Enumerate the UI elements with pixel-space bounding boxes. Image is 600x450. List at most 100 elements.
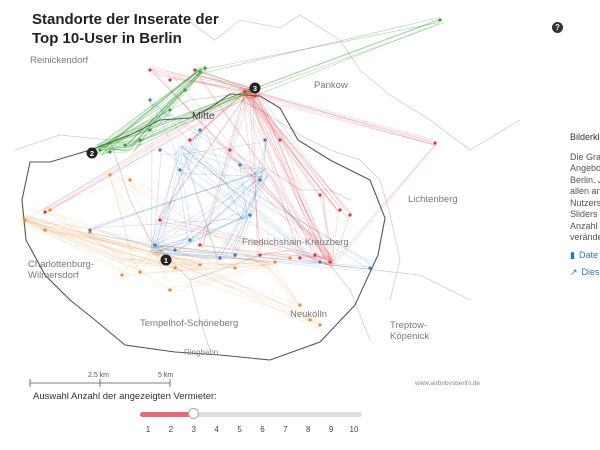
listing-point[interactable] (193, 68, 197, 72)
external-link[interactable]: ↗ Dies (570, 267, 600, 279)
listing-point[interactable] (173, 248, 177, 252)
data-link[interactable]: ▮ Date (570, 250, 600, 262)
listing-point[interactable] (178, 168, 182, 172)
side-panel-line: Nutzers (570, 197, 600, 208)
marker-1[interactable]: 1 (160, 254, 172, 266)
district-label-tempelhof: Tempelhof-Schöneberg (140, 318, 238, 329)
listing-point[interactable] (98, 148, 102, 152)
listing-point[interactable] (198, 243, 202, 247)
marker-2-label: 2 (90, 149, 94, 158)
listing-point[interactable] (173, 266, 177, 270)
listing-point[interactable] (203, 66, 207, 70)
listing-point[interactable] (298, 256, 302, 260)
listing-point[interactable] (138, 138, 142, 142)
listing-point[interactable] (328, 260, 332, 264)
ringbahn-label: Ringbahn (184, 348, 218, 357)
listing-point[interactable] (238, 163, 242, 167)
slider-ticks: 1 2 3 4 5 6 7 8 9 10 (140, 425, 362, 437)
district-label-lichtenberg: Lichtenberg (408, 194, 458, 205)
listing-point[interactable] (123, 143, 127, 147)
side-panel-line: Sliders i (570, 209, 600, 219)
external-link-label: Dies (581, 267, 600, 277)
ringbahn-line (21, 93, 386, 361)
listing-point[interactable] (278, 138, 282, 142)
listing-point[interactable] (168, 78, 172, 82)
slider-tick: 7 (283, 425, 288, 434)
listing-point[interactable] (218, 256, 222, 260)
side-panel-line: allen an (570, 186, 600, 196)
listing-point[interactable] (148, 68, 152, 72)
listing-point[interactable] (263, 138, 267, 142)
listing-point[interactable] (433, 141, 437, 145)
scale-label-a: 2.5 km (88, 372, 110, 379)
listing-point[interactable] (128, 178, 132, 182)
slider-tick: 3 (191, 425, 196, 434)
listing-point[interactable] (273, 260, 277, 264)
listing-point[interactable] (120, 273, 124, 277)
listing-point[interactable] (338, 208, 342, 212)
side-panel-line: Angebo (570, 163, 600, 173)
listing-point[interactable] (198, 263, 202, 267)
listing-point[interactable] (198, 128, 202, 132)
marker-3[interactable]: 3 (249, 82, 261, 94)
map-title-line-2: Top 10-User in Berlin (32, 30, 182, 47)
district-label-friedrichshain: Friedrichshain-Kreuzberg (242, 237, 349, 248)
listing-point[interactable] (108, 150, 112, 154)
listing-point[interactable] (148, 98, 152, 102)
listing-point[interactable] (438, 18, 442, 22)
listing-point[interactable] (233, 266, 237, 270)
listing-point[interactable] (188, 138, 192, 142)
listing-point[interactable] (253, 94, 257, 98)
listing-point[interactable] (153, 243, 157, 247)
scale-bar (29, 379, 171, 387)
listing-point[interactable] (88, 228, 92, 232)
listing-point[interactable] (258, 178, 262, 182)
listing-point[interactable] (148, 128, 152, 132)
slider-tick: 9 (328, 425, 334, 434)
listing-point[interactable] (298, 303, 302, 307)
listing-point[interactable] (368, 266, 372, 270)
listing-point[interactable] (138, 270, 142, 274)
listing-point[interactable] (108, 173, 112, 177)
listing-point[interactable] (158, 148, 162, 152)
listing-point[interactable] (23, 218, 27, 222)
slider-tick: 8 (305, 425, 311, 434)
listing-point[interactable] (313, 253, 317, 257)
listing-point[interactable] (183, 88, 187, 92)
listing-point[interactable] (168, 288, 172, 292)
connection-lines (20, 17, 444, 329)
vermieter-slider[interactable] (140, 408, 362, 419)
listing-point[interactable] (198, 70, 202, 74)
listing-point[interactable] (43, 228, 47, 232)
listing-point[interactable] (243, 90, 247, 94)
slider-handle[interactable] (187, 408, 199, 419)
listing-points (23, 18, 442, 327)
listing-point[interactable] (233, 253, 237, 257)
scale-label-b: 5 km (158, 372, 174, 379)
listing-point[interactable] (258, 253, 262, 257)
side-panel-line: Die Gra (570, 151, 600, 162)
listing-point[interactable] (308, 318, 312, 322)
listing-point[interactable] (168, 108, 172, 112)
listing-point[interactable] (248, 213, 252, 217)
side-panel: Bilderkl Die Gra Angebo Berlin. J allen … (570, 132, 600, 279)
listing-point[interactable] (348, 213, 352, 217)
listing-point[interactable] (158, 218, 162, 222)
marker-2[interactable]: 2 (86, 147, 98, 159)
listing-point[interactable] (318, 323, 322, 327)
map-title-line-1: Standorte der Inserate der (32, 11, 219, 28)
listing-point[interactable] (188, 238, 192, 242)
listing-point[interactable] (48, 208, 52, 212)
listing-point[interactable] (43, 210, 47, 214)
listing-point[interactable] (318, 260, 322, 264)
district-label-charlottenburg-1: Charlottenburg- (28, 259, 94, 270)
listing-point[interactable] (318, 193, 322, 197)
marker-3-label: 3 (253, 84, 257, 93)
help-icon[interactable]: ? (552, 22, 563, 33)
listing-point[interactable] (228, 148, 232, 152)
data-link-label: Date (578, 249, 598, 260)
listing-point[interactable] (288, 256, 292, 260)
district-borders (14, 14, 521, 351)
slider-tick: 5 (237, 425, 242, 434)
side-panel-line: verände (570, 232, 600, 242)
